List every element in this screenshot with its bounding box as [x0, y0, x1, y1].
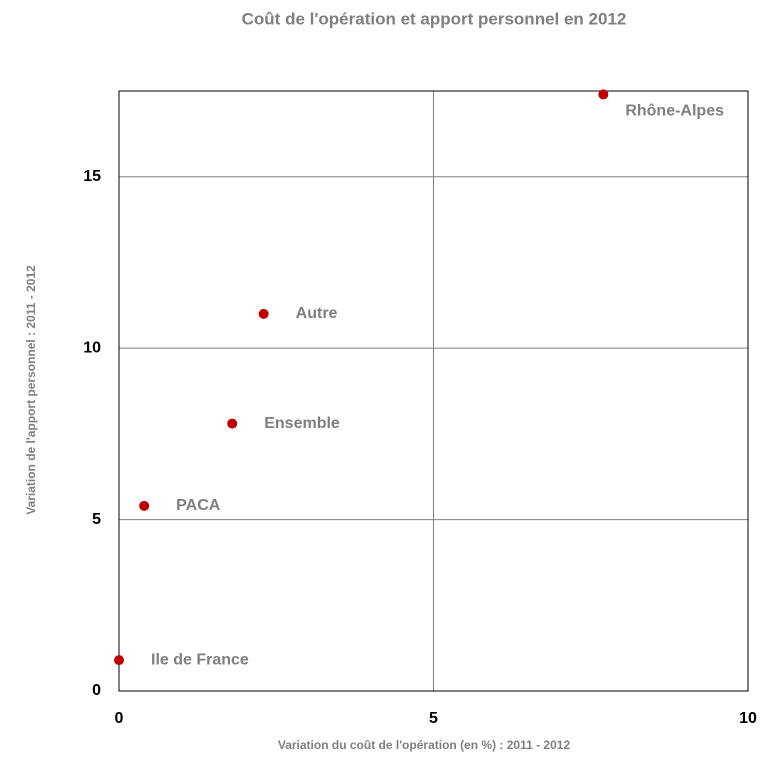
- plot-frame: [118, 90, 749, 692]
- point: [227, 418, 238, 429]
- point-label: Rhône-Alpes: [625, 103, 724, 120]
- point: [139, 500, 150, 511]
- point-label: Ile de France: [151, 651, 249, 668]
- y-axis-title: Variation de l'apport personnel : 2011 -…: [24, 265, 38, 515]
- point-label: Ensemble: [264, 415, 340, 432]
- chart-title: Coût de l'opération et apport personnel …: [242, 9, 627, 28]
- x-tick-label: 5: [429, 710, 438, 727]
- x-tick-label: 0: [115, 710, 124, 727]
- x-axis-title: Variation du coût de l'opération (en %) …: [278, 738, 571, 752]
- point: [598, 89, 609, 100]
- y-tick-label: 15: [83, 168, 101, 185]
- y-tick-label: 0: [92, 682, 101, 699]
- point-label: PACA: [176, 497, 221, 514]
- point: [114, 655, 124, 666]
- y-tick-label: 5: [92, 511, 101, 528]
- point-label: Autre: [296, 305, 338, 322]
- y-tick-label: 10: [83, 339, 101, 356]
- x-tick-label: 10: [739, 710, 757, 727]
- point: [258, 308, 269, 319]
